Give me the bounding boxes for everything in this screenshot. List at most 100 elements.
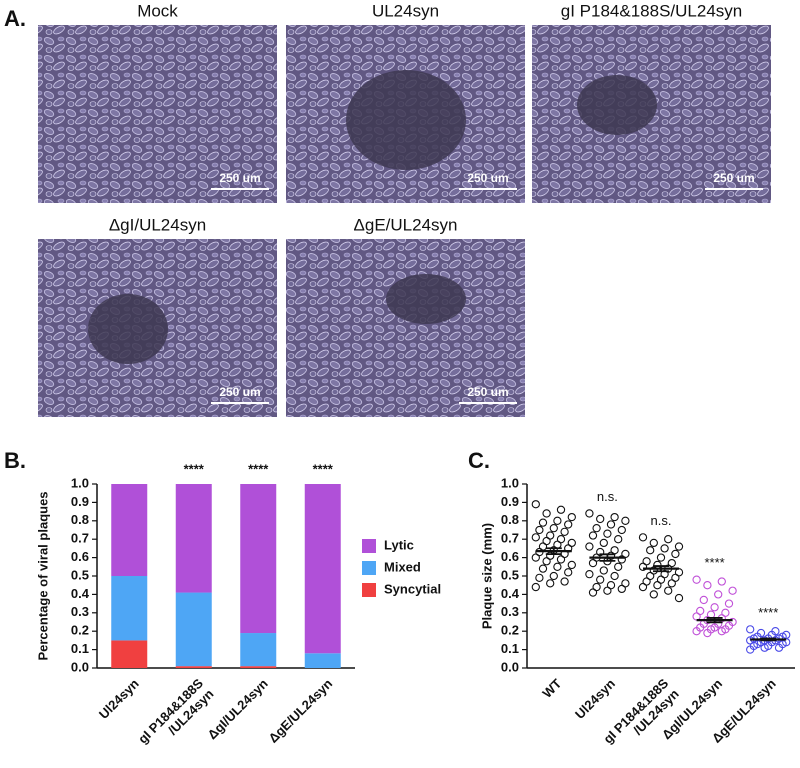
data-point — [728, 586, 737, 595]
plaque — [346, 70, 466, 170]
data-point — [531, 553, 540, 562]
y-tick-label: 0.4 — [71, 586, 90, 601]
scale-label: 250 um — [467, 171, 508, 185]
data-point — [549, 524, 558, 533]
data-point — [646, 546, 655, 555]
image-title: ΔgE/UL24syn — [354, 215, 458, 234]
data-point — [746, 625, 755, 634]
bar-segment — [111, 484, 148, 576]
data-point — [588, 558, 598, 568]
data-point — [649, 590, 658, 599]
data-point — [671, 549, 680, 559]
data-point — [553, 516, 562, 525]
image-title: ΔgI/UL24syn — [109, 215, 206, 234]
data-point — [667, 579, 676, 588]
data-point — [538, 518, 548, 527]
legend-label: Lytic — [384, 537, 414, 552]
panel-label: B. — [4, 448, 26, 473]
data-point — [560, 527, 569, 536]
data-point — [560, 577, 569, 586]
data-point — [703, 581, 712, 590]
y-axis-label: Plaque size (mm) — [479, 523, 494, 629]
data-point — [614, 535, 623, 544]
bar-segment — [111, 640, 148, 668]
data-point — [674, 593, 684, 603]
legend-swatch — [362, 561, 376, 575]
data-point — [606, 520, 616, 529]
plaque — [88, 294, 168, 364]
data-point — [592, 524, 601, 533]
error-bar — [653, 565, 669, 573]
y-tick-label: 0.6 — [71, 549, 89, 564]
bar-segment — [240, 633, 277, 667]
data-point — [653, 581, 662, 590]
data-point — [603, 586, 612, 595]
error-bar — [706, 617, 723, 624]
error-bar — [545, 547, 562, 556]
bar-segment — [240, 666, 277, 668]
data-point — [588, 588, 598, 597]
y-tick-label: 0.2 — [71, 623, 89, 638]
y-tick-label: 0.3 — [501, 604, 519, 619]
data-point — [542, 509, 551, 518]
data-point — [714, 590, 723, 599]
bar-segment — [175, 666, 212, 668]
data-point — [596, 575, 605, 584]
plaque — [386, 274, 466, 324]
significance: n.s. — [597, 489, 618, 504]
data-point — [610, 512, 619, 522]
data-point — [664, 586, 673, 595]
data-point — [638, 582, 648, 592]
data-point — [564, 520, 573, 529]
image-title: Mock — [137, 1, 178, 20]
data-point — [531, 500, 540, 509]
data-point — [746, 645, 755, 654]
data-point — [603, 529, 612, 538]
significance: n.s. — [651, 513, 672, 528]
data-point — [585, 542, 594, 551]
y-tick-label: 0.7 — [71, 531, 89, 546]
data-point — [774, 643, 784, 652]
error-bar — [599, 553, 616, 562]
data-point — [664, 535, 673, 544]
charts: B. Percentage of viral plaques 0.0 0.1 0.2 0.… — [4, 448, 795, 758]
y-tick-label: 0.1 — [71, 641, 89, 656]
data-point — [724, 599, 734, 608]
scale-label: 250 um — [219, 385, 260, 399]
data-point — [599, 538, 608, 548]
error-bar — [760, 637, 777, 642]
panel-label: C. — [468, 448, 490, 473]
x-tick-label: gI P184&188S/UL24syn — [135, 676, 217, 758]
data-point — [538, 564, 548, 573]
data-point — [556, 505, 566, 514]
y-tick-label: 1.0 — [71, 475, 89, 490]
data-point — [531, 533, 540, 542]
data-point — [617, 555, 626, 564]
legend-swatch — [362, 539, 376, 553]
significance: **** — [704, 555, 724, 570]
data-point — [692, 627, 701, 636]
data-point — [588, 531, 598, 540]
y-tick-label: 1.0 — [501, 475, 519, 490]
y-tick-label: 0.4 — [501, 586, 520, 601]
data-point — [717, 577, 726, 586]
data-point — [656, 553, 666, 562]
scale-label: 250 um — [219, 171, 260, 185]
data-point — [617, 525, 626, 535]
y-tick-label: 0.0 — [71, 659, 89, 674]
x-tick-label: Ul24syn — [572, 676, 618, 722]
y-tick-label: 0.2 — [501, 623, 519, 638]
data-point — [549, 571, 558, 581]
y-tick-label: 0.8 — [501, 512, 519, 527]
data-point — [703, 628, 712, 638]
data-point — [649, 538, 658, 548]
y-tick-label: 0.9 — [501, 494, 519, 509]
data-point — [599, 566, 608, 575]
micrograph — [286, 239, 525, 417]
data-point — [542, 557, 551, 566]
data-point — [660, 544, 669, 553]
scale-label: 250 um — [467, 385, 508, 399]
data-point — [564, 568, 573, 577]
data-point — [585, 570, 594, 579]
data-point — [535, 525, 544, 535]
